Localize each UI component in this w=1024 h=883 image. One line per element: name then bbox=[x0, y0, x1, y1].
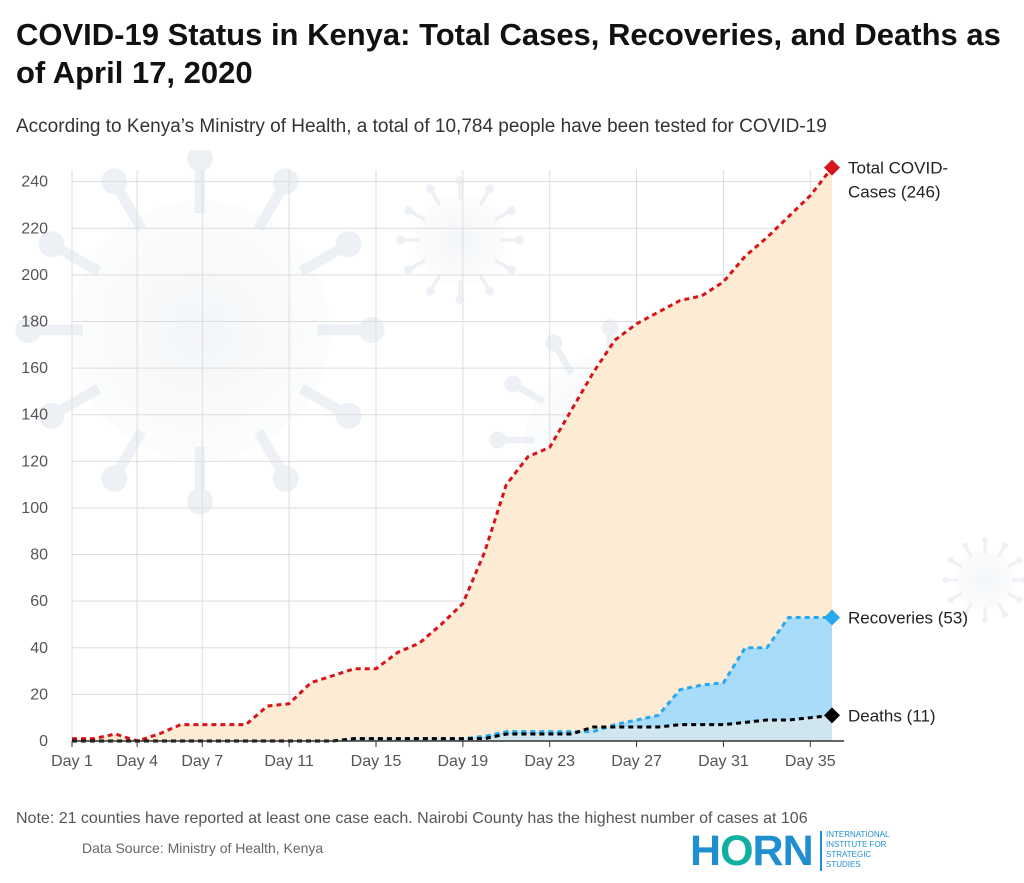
virus-spike-tip bbox=[947, 557, 954, 564]
virus-spike-tip bbox=[982, 616, 988, 623]
virus-spike-tip bbox=[1016, 557, 1023, 564]
x-tick-label: Day 35 bbox=[785, 753, 836, 770]
virus-spike-tip bbox=[514, 235, 524, 245]
virus-spike-tip bbox=[485, 286, 495, 296]
virus-spike-tip bbox=[425, 184, 435, 194]
area-fills bbox=[72, 167, 832, 742]
logo-line-3: STRATEGIC bbox=[826, 850, 872, 859]
chart-title: COVID-19 Status in Kenya: Total Cases, R… bbox=[16, 17, 1001, 90]
horn-logo: HORN INTERNATIONAL INSTITUTE FOR STRATEG… bbox=[690, 828, 920, 874]
logo-line-2: INSTITUTE FOR bbox=[826, 840, 887, 849]
virus-spike-tip bbox=[272, 465, 299, 492]
virus-spike-tip bbox=[455, 294, 465, 304]
virus-spike-tip bbox=[506, 265, 516, 275]
logo-line-4: STUDIES bbox=[826, 860, 861, 869]
virus-spike-tip bbox=[504, 375, 522, 393]
end-marker-recoveries bbox=[824, 609, 840, 626]
end-marker-total-covid-cases bbox=[824, 159, 840, 176]
line-area-chart: 0 20 40 60 80 100 120 140 160 180 200 220 240 Day 1 Da… bbox=[15, 150, 1024, 770]
y-tick-label: 120 bbox=[21, 453, 48, 470]
virus-spike-tip bbox=[38, 231, 65, 258]
y-tick-label: 60 bbox=[30, 593, 48, 610]
series-label-total-covid-cases: Cases (246) bbox=[848, 183, 941, 202]
chart-subtitle: According to Kenya’s Ministry of Health,… bbox=[16, 116, 827, 137]
logo-wordmark: HORN bbox=[690, 827, 814, 875]
y-tick-label: 100 bbox=[21, 500, 48, 517]
line-total-covid-cases bbox=[72, 166, 834, 743]
x-tick-label: Day 4 bbox=[116, 753, 158, 770]
virus-spike-tip bbox=[15, 317, 42, 343]
series-labels: Total COVID- Cases (246) Recoveries (53) De… bbox=[848, 159, 968, 726]
y-tick-label: 240 bbox=[21, 174, 48, 191]
virus-spike-tip bbox=[187, 488, 213, 515]
virus-spike-tip bbox=[335, 402, 362, 429]
virus-icon bbox=[396, 176, 524, 304]
virus-spike-tip bbox=[1001, 611, 1008, 618]
virus-spike-tip bbox=[187, 150, 213, 172]
series-label-deaths: Deaths (11) bbox=[848, 706, 936, 725]
virus-spike-tip bbox=[962, 611, 969, 618]
x-tick-label: Day 7 bbox=[181, 753, 223, 770]
x-tick-label: Day 27 bbox=[611, 753, 662, 770]
y-tick-label: 80 bbox=[30, 547, 48, 564]
virus-spike-tip bbox=[601, 319, 619, 337]
virus-body bbox=[415, 195, 505, 285]
virus-spike-tip bbox=[396, 235, 406, 245]
virus-spike-tip bbox=[489, 431, 507, 449]
virus-spike-tip bbox=[404, 265, 414, 275]
x-tick-label: Day 11 bbox=[264, 753, 314, 770]
footnote: Note: 21 counties have reported at least… bbox=[16, 810, 808, 827]
virus-spike-tip bbox=[962, 542, 969, 549]
virus-spike-tip bbox=[455, 176, 465, 186]
virus-spike-tip bbox=[1001, 542, 1008, 549]
end-markers bbox=[824, 159, 840, 724]
y-tick-label: 200 bbox=[21, 267, 48, 284]
x-tick-label: Day 19 bbox=[438, 753, 489, 770]
y-tick-label: 220 bbox=[21, 220, 48, 237]
area-deaths bbox=[72, 715, 832, 741]
axes: 0 20 40 60 80 100 120 140 160 180 200 220 240 Day 1 Da… bbox=[21, 174, 844, 770]
virus-spike-tip bbox=[38, 402, 65, 429]
virus-spike-tip bbox=[1021, 577, 1024, 583]
virus-spike-tip bbox=[1016, 596, 1023, 603]
y-tick-label: 160 bbox=[21, 360, 48, 377]
virus-spike-tip bbox=[335, 231, 362, 258]
virus-watermark bbox=[15, 150, 1024, 623]
virus-body bbox=[70, 200, 330, 460]
y-tick-label: 40 bbox=[30, 640, 48, 657]
x-tick-label: Day 31 bbox=[698, 753, 749, 770]
end-marker-deaths bbox=[824, 707, 840, 724]
virus-spike-tip bbox=[982, 537, 988, 544]
logo-institute-text: INTERNATIONAL INSTITUTE FOR STRATEGIC ST… bbox=[826, 830, 916, 870]
virus-spike-tip bbox=[545, 334, 563, 352]
logo-divider bbox=[820, 831, 822, 871]
virus-spike-tip bbox=[101, 465, 128, 492]
area-total-covid-cases bbox=[72, 167, 832, 742]
y-tick-label: 140 bbox=[21, 407, 48, 424]
logo-line-1: INTERNATIONAL bbox=[826, 830, 890, 839]
x-tick-label: Day 1 bbox=[51, 753, 93, 770]
series-label-recoveries: Recoveries (53) bbox=[848, 608, 968, 627]
virus-spike-tip bbox=[947, 596, 954, 603]
virus-spike-tip bbox=[425, 286, 435, 296]
virus-spike-tip bbox=[358, 317, 385, 343]
data-source: Data Source: Ministry of Health, Kenya bbox=[82, 840, 324, 856]
virus-spike-tip bbox=[404, 205, 414, 215]
y-tick-label: 0 bbox=[39, 733, 48, 750]
x-tick-label: Day 23 bbox=[524, 753, 575, 770]
virus-spike-tip bbox=[942, 577, 949, 583]
virus-spike-tip bbox=[506, 205, 516, 215]
virus-icon bbox=[942, 537, 1024, 623]
y-tick-label: 20 bbox=[30, 686, 48, 703]
y-tick-label: 180 bbox=[21, 313, 48, 330]
virus-icon bbox=[15, 150, 385, 515]
virus-body bbox=[955, 550, 1015, 610]
series-label-total-covid-cases: Total COVID- bbox=[848, 159, 948, 178]
virus-spike-tip bbox=[485, 184, 495, 194]
x-tick-label: Day 15 bbox=[351, 753, 402, 770]
